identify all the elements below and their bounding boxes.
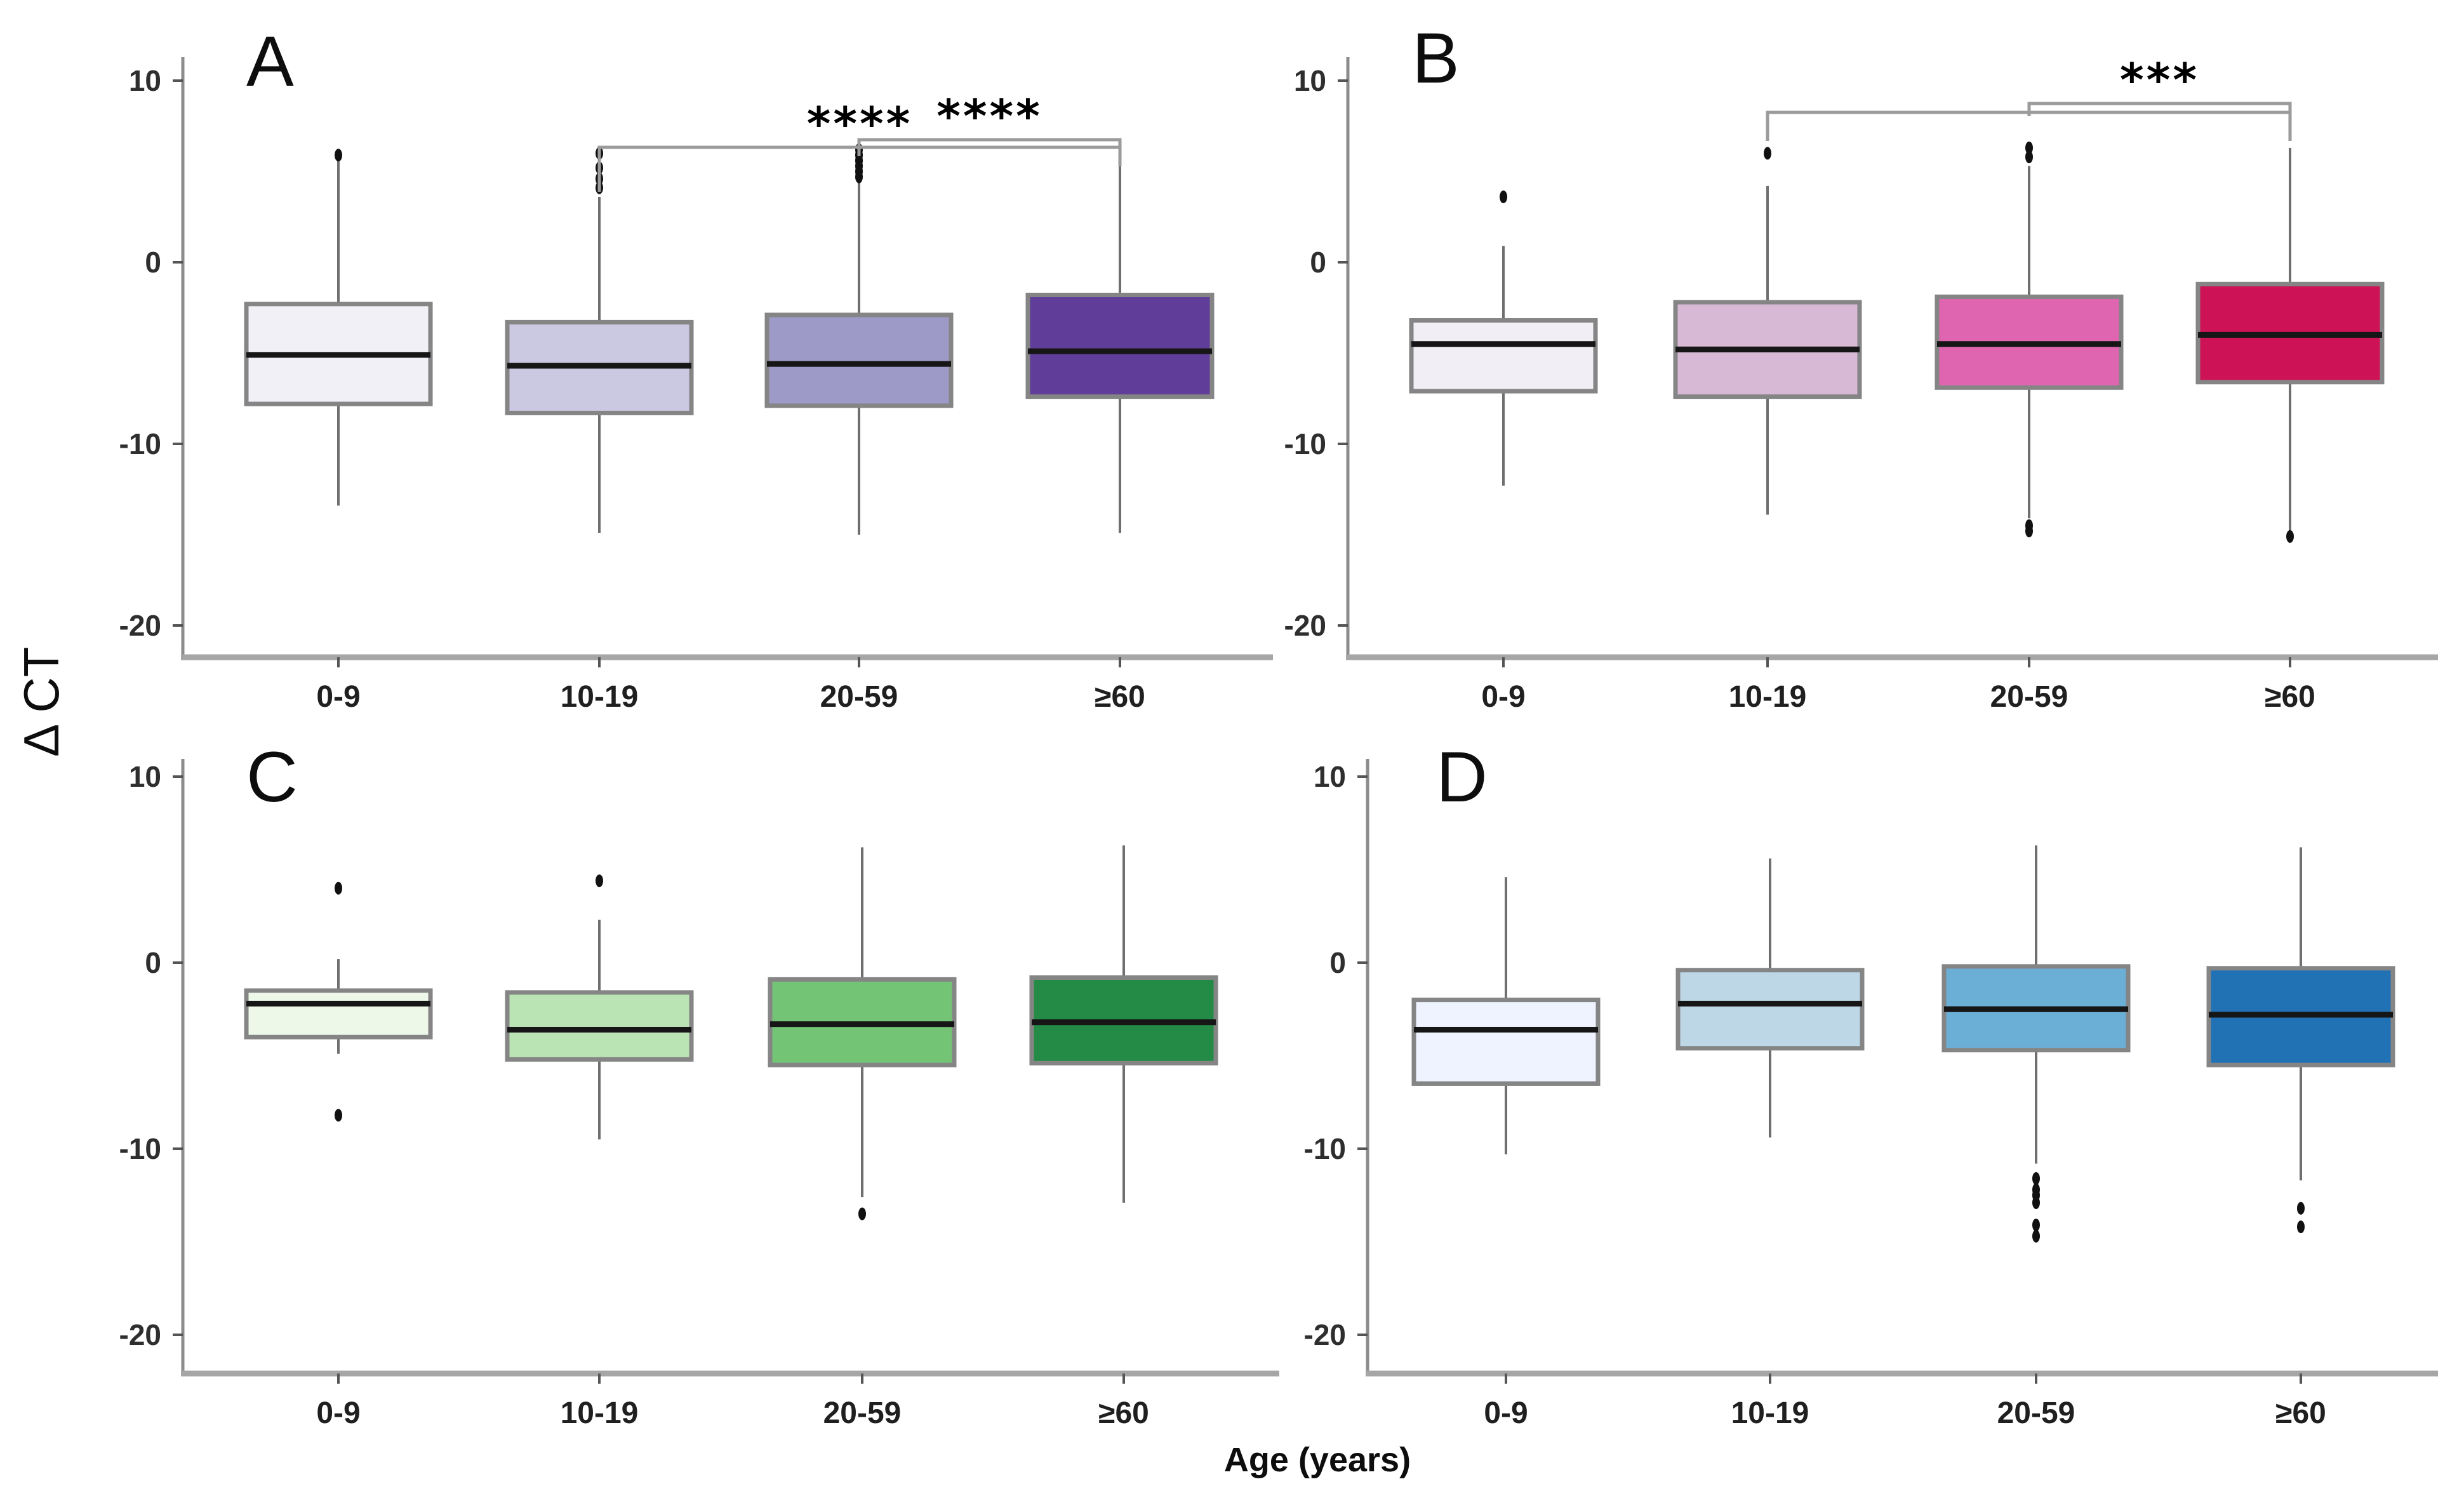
y-axis-title: Δ CT: [13, 646, 69, 757]
outlier-point: [2032, 1196, 2040, 1209]
outlier-point: [2025, 525, 2033, 538]
significance-bracket: [2027, 102, 2292, 116]
box-C-10-19: [505, 990, 694, 1062]
panel-A: 100-10-200-9 10-19 20-59 ≥60A**** ****: [119, 22, 1273, 714]
y-tick-label: -20: [1284, 609, 1326, 642]
x-tick-label: 0-9: [1484, 1396, 1528, 1430]
x-tick-label: ≥60: [2265, 680, 2315, 714]
y-tick-label: -20: [119, 1318, 161, 1351]
y-tick-label: 10: [1294, 64, 1326, 97]
y-tick-label: 10: [129, 64, 161, 97]
outlier-point: [2297, 1201, 2305, 1215]
significance-stars: ****: [936, 90, 1042, 143]
significance-bracket: [1766, 110, 2292, 141]
y-tick-label: -10: [1304, 1132, 1346, 1165]
outlier-point: [2025, 150, 2033, 164]
x-tick-label: 10-19: [561, 680, 639, 714]
x-tick-label: 0-9: [316, 1396, 360, 1430]
y-tick-label: -10: [1284, 427, 1326, 460]
box-A-20-59: [764, 312, 954, 408]
x-tick-label: 20-59: [1997, 1396, 2075, 1430]
x-tick-label: 10-19: [561, 1396, 639, 1430]
box-D-10-19: [1675, 968, 1865, 1051]
x-tick-label: ≥60: [1095, 680, 1145, 714]
x-tick-label: 10-19: [1731, 1396, 1809, 1430]
x-tick-label: 10-19: [1729, 680, 1807, 714]
box-A-≥60: [1025, 292, 1215, 399]
outlier-point: [2286, 530, 2294, 543]
panel-D: 10 0 -10 -20 0-9 10-19 20-59 ≥60 D: [1304, 737, 2438, 1430]
y-tick-label: 0: [1329, 946, 1346, 979]
y-tick-label: -20: [1304, 1318, 1346, 1351]
outlier-point: [858, 1207, 866, 1220]
y-tick-label: -10: [119, 427, 161, 460]
x-tick-label: 20-59: [1990, 680, 2068, 714]
panel-letter: C: [246, 737, 298, 817]
y-tick-label: 0: [145, 946, 161, 979]
y-tick-label: 0: [145, 246, 161, 279]
y-tick-label: 10: [1314, 760, 1346, 793]
outlier-point: [2297, 1220, 2305, 1234]
box-C-0-9: [244, 988, 433, 1040]
x-tick-label: ≥60: [2275, 1396, 2326, 1430]
outlier-point: [2032, 1219, 2040, 1232]
panel-letter: D: [1436, 737, 1488, 817]
box-D-0-9: [1411, 998, 1601, 1086]
panel-letter: B: [1412, 18, 1460, 98]
outlier-point: [335, 1109, 342, 1122]
significance-stars: ***: [2120, 53, 2199, 107]
y-tick-label: 0: [1310, 246, 1326, 279]
outlier-point: [335, 881, 342, 895]
x-tick-label: 0-9: [316, 680, 360, 714]
outlier-point: [2032, 1229, 2040, 1243]
significance-bracket: [857, 138, 1122, 157]
outlier-point: [2025, 141, 2033, 154]
x-tick-label: 20-59: [823, 1396, 902, 1430]
y-tick-label: -10: [119, 1132, 161, 1165]
box-B-0-9: [1409, 318, 1598, 394]
x-axis-title: Age (years): [1223, 1441, 1411, 1479]
x-tick-label: ≥60: [1098, 1396, 1149, 1430]
outlier-point: [596, 874, 603, 888]
x-tick-label: 20-59: [820, 680, 898, 714]
outlier-point: [1500, 191, 1507, 204]
outlier-point: [1764, 147, 1771, 160]
y-tick-label: 10: [129, 760, 161, 793]
panel-C: 10 0 -10 -20 0-9 10-19 20-59 ≥60 C: [119, 737, 1279, 1430]
x-tick-label: 0-9: [1481, 680, 1525, 714]
outlier-point: [335, 149, 342, 162]
y-tick-label: -20: [119, 609, 161, 642]
panel-letter: A: [246, 22, 294, 101]
outlier-point: [2032, 1172, 2040, 1185]
panel-B: 10 0 -10 -20 0-9 10-19 20-59 ≥60 B ***: [1284, 18, 2438, 714]
